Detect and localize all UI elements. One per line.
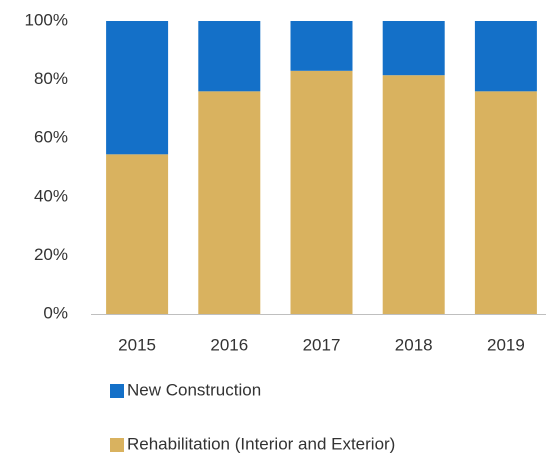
bar-segment	[290, 70, 353, 314]
bar-segment	[474, 91, 537, 314]
y-tick-label: 100%	[25, 10, 68, 29]
legend-swatch	[110, 384, 124, 398]
y-tick-label: 20%	[34, 245, 68, 264]
y-tick-label: 40%	[34, 186, 68, 205]
legend-label: New Construction	[127, 380, 261, 399]
legend-label: Rehabilitation (Interior and Exterior)	[127, 434, 395, 453]
bar-segment	[290, 21, 353, 71]
bar-segment	[198, 91, 261, 314]
x-tick-label: 2016	[210, 335, 248, 354]
bar-segment	[106, 21, 169, 155]
bar-segment	[382, 21, 445, 76]
bar-segment	[106, 154, 169, 314]
x-tick-label: 2018	[395, 335, 433, 354]
bar-segment	[382, 75, 445, 314]
legend-swatch	[110, 438, 124, 452]
x-tick-label: 2017	[303, 335, 341, 354]
bar-segment	[198, 21, 261, 92]
x-tick-label: 2015	[118, 335, 156, 354]
bar-segment	[474, 21, 537, 92]
y-tick-label: 60%	[34, 128, 68, 147]
y-tick-label: 80%	[34, 69, 68, 88]
x-tick-label: 2019	[487, 335, 525, 354]
y-tick-label: 0%	[43, 303, 68, 322]
